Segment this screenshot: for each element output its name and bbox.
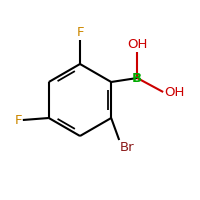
- Text: OH: OH: [127, 38, 147, 51]
- Text: F: F: [14, 114, 22, 127]
- Text: OH: OH: [164, 86, 185, 98]
- Text: F: F: [76, 26, 84, 39]
- Text: Br: Br: [120, 141, 135, 154]
- Text: B: B: [132, 72, 142, 84]
